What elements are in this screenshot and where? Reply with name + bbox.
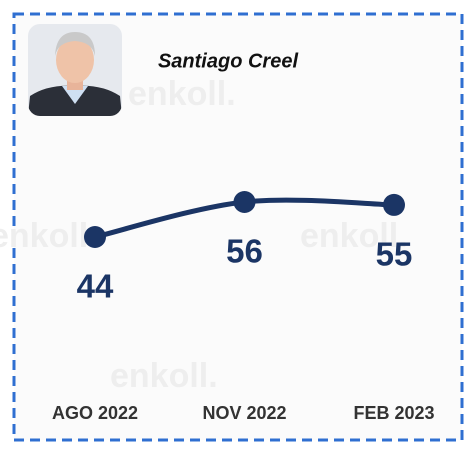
point	[383, 194, 405, 216]
watermark: enkoll.	[0, 217, 98, 255]
value-label: 55	[376, 236, 413, 273]
point	[84, 226, 106, 248]
portrait	[28, 24, 122, 116]
page: enkoll. enkoll. enkoll. enkoll. Santiago…	[0, 0, 466, 451]
value-label: 56	[226, 233, 263, 270]
watermark: enkoll.	[128, 75, 236, 113]
x-tick-label: NOV 2022	[202, 403, 286, 423]
x-tick-label: FEB 2023	[353, 403, 434, 423]
watermark: enkoll.	[110, 357, 218, 395]
chart: enkoll. enkoll. enkoll. enkoll. Santiago…	[0, 0, 466, 451]
chart-title: Santiago Creel	[158, 50, 298, 72]
x-tick-label: AGO 2022	[52, 403, 138, 423]
point	[234, 191, 256, 213]
value-label: 44	[77, 268, 114, 305]
